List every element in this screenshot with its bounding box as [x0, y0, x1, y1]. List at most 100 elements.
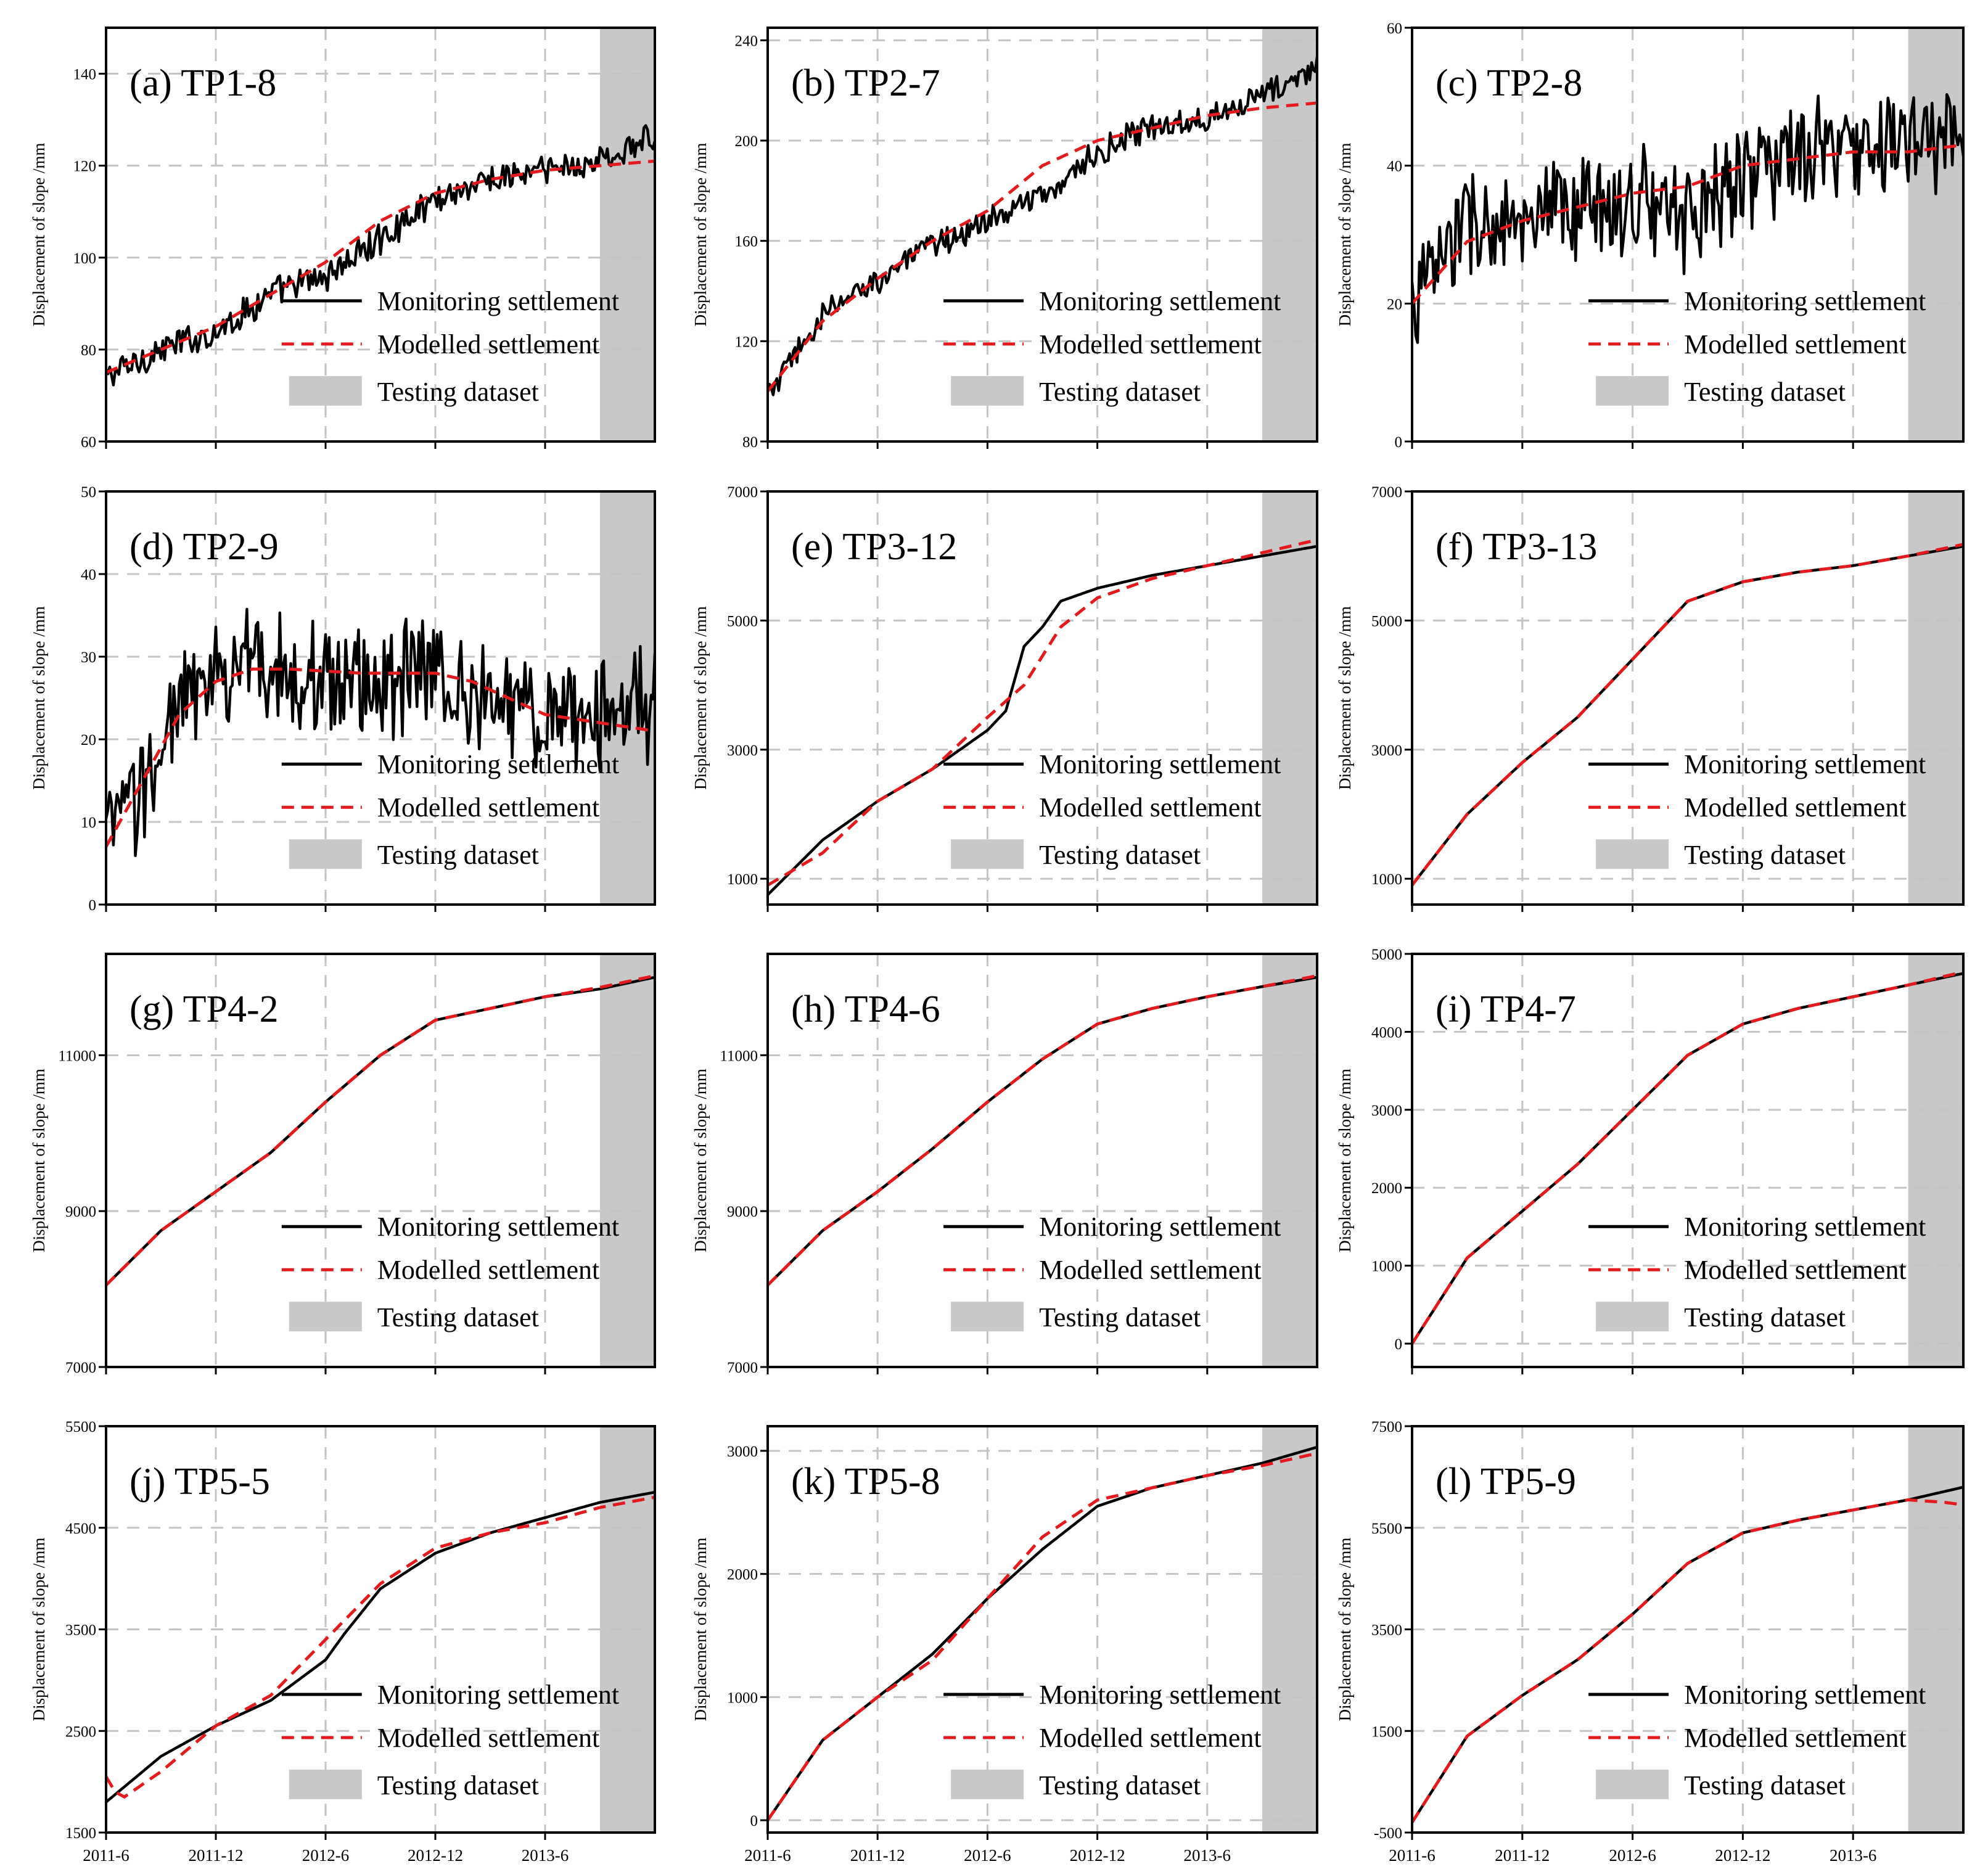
x-tick-label: 2011-6	[744, 1846, 791, 1865]
monitoring-series	[106, 124, 655, 387]
y-tick-label: 7000	[727, 1360, 758, 1376]
x-tick-label: 2011-6	[1389, 1846, 1436, 1865]
testing-region	[1262, 491, 1317, 905]
legend: Monitoring settlement Modelled settlement…	[281, 1212, 619, 1332]
plot-frame	[766, 490, 1318, 906]
modelled-series	[1412, 543, 1963, 887]
x-tick-label: 2012-12	[408, 1846, 463, 1865]
panel-e: 1000 3000 5000 7000 Displacement of slope /m…	[691, 484, 1318, 912]
y-tick-label: 2000	[727, 1567, 758, 1583]
legend-testing-label: Testing dataset	[377, 377, 539, 407]
legend-modelled-label: Modelled settlement	[377, 792, 599, 823]
modelled-series	[106, 159, 655, 374]
testing-region	[600, 28, 655, 441]
legend-monitoring-label: Monitoring settlement	[1684, 1680, 1926, 1710]
x-tick-label: 2011-12	[1495, 1846, 1550, 1865]
legend-testing-label: Testing dataset	[1039, 1770, 1201, 1800]
y-tick-label: 0	[89, 897, 97, 914]
x-tick-label: 2012-12	[1070, 1846, 1125, 1865]
x-tick-label: 2012-6	[964, 1846, 1011, 1865]
legend-testing-swatch	[1596, 1302, 1669, 1332]
legend-monitoring-label: Monitoring settlement	[1039, 749, 1281, 779]
y-axis-label: Displacement of slope /mm	[691, 1069, 710, 1252]
legend-testing-swatch	[289, 1302, 362, 1332]
y-tick-label: -500	[1374, 1825, 1402, 1842]
x-tick-label: 2011-12	[189, 1846, 244, 1865]
panel-b: 80 120 160 200 240 Displacement of slope /mm (…	[691, 27, 1318, 451]
plot-frame	[105, 953, 656, 1368]
y-axis-label: Displacement of slope /mm	[691, 606, 710, 790]
panel-title: (c) TP2-8	[1436, 62, 1582, 104]
monitoring-series	[1412, 92, 1963, 344]
y-tick-label: 40	[81, 567, 96, 583]
x-tick-label: 2013-6	[1830, 1846, 1877, 1865]
y-axis-label: Displacement of slope /mm	[1336, 1069, 1354, 1252]
legend-testing-label: Testing dataset	[1684, 1770, 1846, 1800]
legend-testing-label: Testing dataset	[1039, 840, 1201, 870]
y-tick-label: 4000	[1371, 1024, 1402, 1041]
legend-testing-label: Testing dataset	[1039, 377, 1201, 407]
legend: Monitoring settlement Modelled settlement…	[943, 749, 1281, 870]
y-tick-label: 5500	[1371, 1521, 1402, 1537]
plot-frame	[1411, 27, 1965, 443]
y-tick-label: 80	[81, 342, 96, 359]
y-tick-label: 140	[73, 67, 97, 83]
x-tick-label: 2013-6	[522, 1846, 569, 1865]
legend-testing-label: Testing dataset	[1684, 377, 1846, 407]
y-tick-label: 5000	[1371, 946, 1402, 963]
panel-h: 7000 9000 11000 Displacement of slope /mm (h…	[691, 953, 1318, 1376]
plot-frame	[105, 27, 656, 443]
modelled-series	[1412, 1498, 1963, 1823]
y-axis-label: Displacement of slope /mm	[691, 1538, 710, 1722]
y-tick-label: 11000	[720, 1048, 758, 1064]
y-axis-label: Displacement of slope /mm	[30, 1069, 48, 1252]
modelled-series	[106, 974, 655, 1287]
y-tick-label: 7000	[727, 484, 758, 501]
legend-testing-swatch	[951, 376, 1024, 406]
testing-region	[1262, 1426, 1317, 1833]
legend-testing-swatch	[1596, 376, 1669, 406]
y-tick-label: 1000	[1371, 871, 1402, 888]
y-tick-label: 0	[750, 1813, 758, 1829]
modelled-series	[1412, 143, 1963, 305]
y-tick-label: 9000	[65, 1204, 96, 1220]
y-tick-label: 2500	[65, 1723, 96, 1740]
legend-testing-label: Testing dataset	[1039, 1302, 1201, 1332]
legend-modelled-label: Modelled settlement	[377, 1255, 599, 1285]
y-tick-label: 9000	[727, 1204, 758, 1220]
legend-monitoring-label: Monitoring settlement	[377, 749, 619, 779]
y-tick-label: 11000	[58, 1048, 96, 1064]
legend: Monitoring settlement Modelled settlement…	[1588, 1212, 1926, 1332]
y-tick-label: 120	[73, 158, 97, 175]
y-tick-label: 7000	[65, 1360, 96, 1376]
y-tick-label: 7000	[1371, 484, 1402, 501]
x-tick-label: 2011-12	[850, 1846, 905, 1865]
legend-testing-label: Testing dataset	[1684, 840, 1846, 870]
legend: Monitoring settlement Modelled settlement…	[943, 286, 1281, 407]
legend-testing-label: Testing dataset	[1684, 1302, 1846, 1332]
legend-modelled-label: Modelled settlement	[1684, 1723, 1906, 1753]
legend-testing-swatch	[951, 1769, 1024, 1799]
legend: Monitoring settlement Modelled settlement…	[943, 1212, 1281, 1332]
y-tick-label: 60	[81, 434, 96, 451]
y-tick-label: 5500	[65, 1419, 96, 1435]
monitoring-series	[1412, 544, 1963, 886]
y-axis-label: Displacement of slope /mm	[691, 143, 710, 327]
panel-title: (g) TP4-2	[129, 988, 279, 1030]
plot-frame	[1411, 490, 1965, 906]
monitoring-series	[106, 1490, 655, 1804]
panel-title: (e) TP3-12	[791, 526, 957, 568]
modelled-series	[768, 538, 1317, 887]
panel-d: 0 10 20 30 40 50 Displacement of slope /mm (d) …	[30, 484, 656, 914]
x-tick-label: 2013-6	[1184, 1846, 1231, 1865]
modelled-series	[768, 1451, 1317, 1821]
y-axis-label: Displacement of slope /mm	[30, 143, 48, 327]
y-tick-label: 40	[1387, 158, 1402, 175]
monitoring-series	[106, 607, 655, 858]
y-tick-label: 100	[73, 250, 97, 267]
y-tick-label: 1500	[65, 1825, 96, 1842]
y-tick-label: 3500	[1371, 1622, 1402, 1639]
legend-modelled-label: Modelled settlement	[1039, 329, 1261, 359]
legend-monitoring-label: Monitoring settlement	[1684, 1212, 1926, 1242]
